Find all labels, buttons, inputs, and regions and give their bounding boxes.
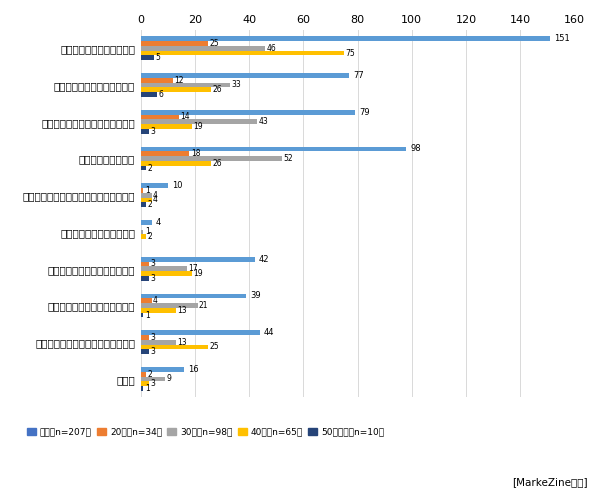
- Text: 3: 3: [150, 347, 155, 356]
- Text: 26: 26: [212, 159, 222, 168]
- Text: 151: 151: [554, 34, 570, 43]
- Bar: [140, 230, 143, 234]
- Text: 46: 46: [267, 44, 277, 53]
- Bar: [140, 386, 143, 391]
- Text: 2: 2: [148, 232, 152, 241]
- Bar: [140, 303, 197, 308]
- Bar: [140, 381, 149, 386]
- Text: 44: 44: [264, 328, 275, 337]
- Text: 4: 4: [153, 196, 158, 204]
- Bar: [140, 115, 179, 120]
- Bar: [140, 41, 208, 46]
- Text: 25: 25: [210, 343, 220, 351]
- Bar: [140, 151, 190, 156]
- Text: 33: 33: [232, 80, 241, 90]
- Text: 3: 3: [150, 259, 155, 269]
- Text: 16: 16: [188, 365, 199, 374]
- Bar: [140, 156, 281, 161]
- Bar: [140, 276, 149, 281]
- Bar: [140, 220, 152, 225]
- Text: 4: 4: [155, 218, 161, 227]
- Text: 4: 4: [153, 191, 158, 200]
- Text: 75: 75: [346, 49, 355, 57]
- Bar: [140, 372, 146, 376]
- Text: 19: 19: [194, 269, 203, 278]
- Text: 52: 52: [283, 154, 293, 163]
- Text: 14: 14: [180, 112, 190, 122]
- Bar: [140, 367, 184, 372]
- Text: 19: 19: [194, 122, 203, 131]
- Bar: [140, 298, 152, 303]
- Text: [MarkeZine調べ]: [MarkeZine調べ]: [512, 478, 588, 488]
- Bar: [140, 193, 152, 197]
- Text: 1: 1: [145, 384, 149, 393]
- Bar: [140, 344, 208, 349]
- Text: 39: 39: [250, 292, 261, 300]
- Bar: [140, 271, 192, 276]
- Bar: [140, 267, 187, 271]
- Bar: [140, 129, 149, 134]
- Text: 1: 1: [145, 186, 149, 195]
- Text: 13: 13: [177, 306, 187, 315]
- Text: 25: 25: [210, 39, 220, 48]
- Bar: [140, 197, 152, 202]
- Legend: 全体（n=207）, 20代（n=34）, 30代（n=98）, 40代（n=65）, 50代以上（n=10）: 全体（n=207）, 20代（n=34）, 30代（n=98）, 40代（n=6…: [24, 424, 388, 440]
- Bar: [140, 83, 230, 87]
- Bar: [140, 330, 260, 335]
- Text: 21: 21: [199, 301, 208, 310]
- Bar: [140, 87, 211, 92]
- Bar: [140, 202, 146, 207]
- Text: 2: 2: [148, 164, 152, 172]
- Text: 1: 1: [145, 227, 149, 237]
- Bar: [140, 55, 154, 60]
- Text: 9: 9: [166, 374, 172, 384]
- Text: 5: 5: [155, 53, 160, 62]
- Text: 18: 18: [191, 149, 200, 158]
- Bar: [140, 50, 344, 55]
- Text: 43: 43: [259, 117, 268, 126]
- Bar: [140, 349, 149, 354]
- Bar: [140, 36, 550, 41]
- Text: 1: 1: [145, 311, 149, 319]
- Bar: [140, 166, 146, 171]
- Bar: [140, 313, 143, 318]
- Text: 3: 3: [150, 127, 155, 136]
- Bar: [140, 188, 143, 193]
- Bar: [140, 376, 165, 381]
- Bar: [140, 308, 176, 313]
- Text: 4: 4: [153, 296, 158, 305]
- Bar: [140, 78, 173, 83]
- Text: 98: 98: [410, 145, 421, 153]
- Bar: [140, 340, 176, 344]
- Bar: [140, 183, 168, 188]
- Text: 12: 12: [175, 75, 184, 85]
- Bar: [140, 46, 265, 50]
- Bar: [140, 335, 149, 340]
- Text: 10: 10: [172, 181, 182, 190]
- Text: 13: 13: [177, 338, 187, 347]
- Text: 17: 17: [188, 264, 198, 273]
- Text: 42: 42: [259, 255, 269, 264]
- Text: 3: 3: [150, 333, 155, 342]
- Text: 2: 2: [148, 369, 152, 379]
- Bar: [140, 294, 247, 298]
- Text: 2: 2: [148, 200, 152, 209]
- Text: 3: 3: [150, 274, 155, 283]
- Bar: [140, 161, 211, 166]
- Bar: [140, 147, 406, 151]
- Text: 79: 79: [359, 108, 370, 117]
- Bar: [140, 257, 254, 262]
- Text: 77: 77: [353, 71, 364, 80]
- Bar: [140, 92, 157, 97]
- Bar: [140, 262, 149, 267]
- Text: 26: 26: [212, 85, 222, 94]
- Text: 3: 3: [150, 379, 155, 388]
- Bar: [140, 110, 355, 115]
- Bar: [140, 234, 146, 239]
- Bar: [140, 124, 192, 129]
- Bar: [140, 120, 257, 124]
- Bar: [140, 73, 349, 78]
- Text: 6: 6: [158, 90, 163, 99]
